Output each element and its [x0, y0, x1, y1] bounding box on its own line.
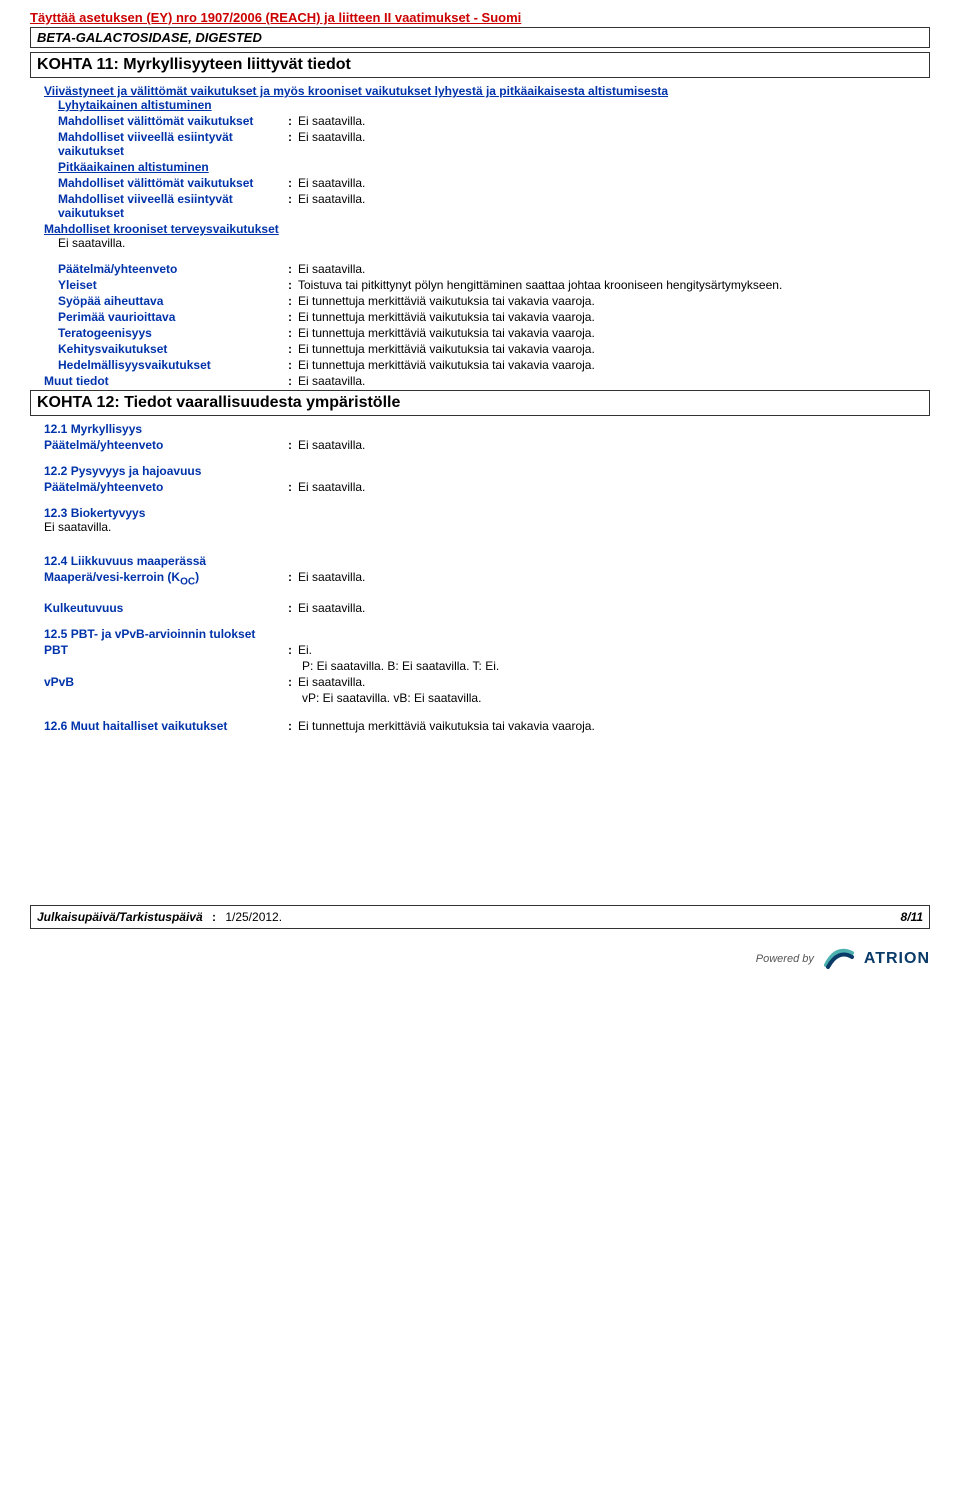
- s12-4-koc-value: Ei saatavilla.: [298, 570, 365, 584]
- general-label: Yleiset: [58, 278, 288, 292]
- teratogenic-value: Ei tunnettuja merkittäviä vaikutuksia ta…: [298, 326, 595, 340]
- s12-5-vpvb-value: Ei saatavilla.: [298, 675, 365, 689]
- delayed-immediate-heading: Viivästyneet ja välittömät vaikutukset j…: [30, 84, 930, 98]
- lt-immediate-value: Ei saatavilla.: [298, 176, 365, 190]
- powered-by-text: Powered by: [756, 953, 814, 965]
- footer-logo: Powered by ATRION: [30, 943, 930, 974]
- row-st-delayed: Mahdolliset viiveellä esiintyvät vaikutu…: [30, 130, 930, 158]
- row-s12-5-pbt-detail: P: Ei saatavilla. B: Ei saatavilla. T: E…: [30, 659, 930, 673]
- developmental-label: Kehitysvaikutukset: [58, 342, 288, 356]
- st-delayed-value: Ei saatavilla.: [298, 130, 365, 144]
- long-term-heading: Pitkäaikainen altistuminen: [30, 160, 930, 174]
- footer-date-label: Julkaisupäivä/Tarkistuspäivä: [37, 910, 203, 924]
- s12-2-conclusion-label: Päätelmä/yhteenveto: [44, 480, 288, 494]
- lt-delayed-label: Mahdolliset viiveellä esiintyvät vaikutu…: [58, 192, 288, 220]
- general-value: Toistuva tai pitkittynyt pölyn hengittäm…: [298, 278, 782, 292]
- s12-1-conclusion-value: Ei saatavilla.: [298, 438, 365, 452]
- s12-2-title: 12.2 Pysyvyys ja hajoavuus: [30, 464, 930, 478]
- row-s12-5-vpvb-detail: vP: Ei saatavilla. vB: Ei saatavilla.: [30, 691, 930, 705]
- row-st-immediate: Mahdolliset välittömät vaikutukset :Ei s…: [30, 114, 930, 128]
- footer-date-value: 1/25/2012.: [225, 910, 282, 924]
- row-teratogenic: Teratogeenisyys :Ei tunnettuja merkittäv…: [30, 326, 930, 340]
- row-mutagenic: Perimää vaurioittava :Ei tunnettuja merk…: [30, 310, 930, 324]
- st-delayed-label: Mahdolliset viiveellä esiintyvät vaikutu…: [58, 130, 288, 158]
- s12-5-vpvb-detail: vP: Ei saatavilla. vB: Ei saatavilla.: [288, 691, 930, 705]
- mutagenic-label: Perimää vaurioittava: [58, 310, 288, 324]
- lt-immediate-label: Mahdolliset välittömät vaikutukset: [58, 176, 288, 190]
- row-carcinogenic: Syöpää aiheuttava :Ei tunnettuja merkitt…: [30, 294, 930, 308]
- s12-1-conclusion-label: Päätelmä/yhteenveto: [44, 438, 288, 452]
- s12-4-mobility-label: Kulkeutuvuus: [44, 601, 288, 615]
- conclusion-value: Ei saatavilla.: [298, 262, 365, 276]
- st-immediate-label: Mahdolliset välittömät vaikutukset: [58, 114, 288, 128]
- section-11-title: KOHTA 11: Myrkyllisyyteen liittyvät tied…: [30, 52, 930, 78]
- teratogenic-label: Teratogeenisyys: [58, 326, 288, 340]
- s12-5-title: 12.5 PBT- ja vPvB-arvioinnin tulokset: [30, 627, 930, 641]
- s12-2-conclusion-value: Ei saatavilla.: [298, 480, 365, 494]
- regulation-header: Täyttää asetuksen (EY) nro 1907/2006 (RE…: [30, 10, 930, 25]
- developmental-value: Ei tunnettuja merkittäviä vaikutuksia ta…: [298, 342, 595, 356]
- short-term-heading: Lyhytaikainen altistuminen: [30, 98, 930, 112]
- row-other-info: Muut tiedot :Ei saatavilla.: [30, 374, 930, 388]
- s12-1-title: 12.1 Myrkyllisyys: [30, 422, 930, 436]
- row-s12-1-conclusion: Päätelmä/yhteenveto :Ei saatavilla.: [30, 438, 930, 452]
- row-fertility: Hedelmällisyysvaikutukset :Ei tunnettuja…: [30, 358, 930, 372]
- atrion-logo-icon: [822, 943, 856, 974]
- s12-4-title: 12.4 Liikkuvuus maaperässä: [30, 554, 930, 568]
- s12-5-pbt-label: PBT: [44, 643, 288, 657]
- s12-4-koc-label: Maaperä/vesi-kerroin (KOC): [44, 570, 288, 587]
- section-12-title: KOHTA 12: Tiedot vaarallisuudesta ympäri…: [30, 390, 930, 416]
- other-info-value: Ei saatavilla.: [298, 374, 365, 388]
- mutagenic-value: Ei tunnettuja merkittäviä vaikutuksia ta…: [298, 310, 595, 324]
- carcinogenic-value: Ei tunnettuja merkittäviä vaikutuksia ta…: [298, 294, 595, 308]
- atrion-brand-text: ATRION: [864, 950, 930, 968]
- conclusion-label: Päätelmä/yhteenveto: [58, 262, 288, 276]
- row-s12-4-mobility: Kulkeutuvuus :Ei saatavilla.: [30, 601, 930, 615]
- row-s12-5-vpvb: vPvB :Ei saatavilla.: [30, 675, 930, 689]
- row-general: Yleiset :Toistuva tai pitkittynyt pölyn …: [30, 278, 930, 292]
- s12-6-value: Ei tunnettuja merkittäviä vaikutuksia ta…: [298, 719, 595, 733]
- row-developmental: Kehitysvaikutukset :Ei tunnettuja merkit…: [30, 342, 930, 356]
- chronic-na: Ei saatavilla.: [30, 236, 930, 250]
- s12-4-mobility-value: Ei saatavilla.: [298, 601, 365, 615]
- row-lt-delayed: Mahdolliset viiveellä esiintyvät vaikutu…: [30, 192, 930, 220]
- s12-5-pbt-detail: P: Ei saatavilla. B: Ei saatavilla. T: E…: [288, 659, 930, 673]
- row-conclusion: Päätelmä/yhteenveto :Ei saatavilla.: [30, 262, 930, 276]
- fertility-label: Hedelmällisyysvaikutukset: [58, 358, 288, 372]
- s12-5-pbt-value: Ei.: [298, 643, 312, 657]
- row-s12-4-koc: Maaperä/vesi-kerroin (KOC) :Ei saatavill…: [30, 570, 930, 587]
- carcinogenic-label: Syöpää aiheuttava: [58, 294, 288, 308]
- other-info-label: Muut tiedot: [44, 374, 288, 388]
- footer-bar: Julkaisupäivä/Tarkistuspäivä : 1/25/2012…: [30, 905, 930, 929]
- s12-3-title: 12.3 Biokertyvyys: [30, 506, 930, 520]
- row-lt-immediate: Mahdolliset välittömät vaikutukset :Ei s…: [30, 176, 930, 190]
- row-s12-5-pbt: PBT :Ei.: [30, 643, 930, 657]
- footer-page-number: 8/11: [901, 910, 923, 924]
- st-immediate-value: Ei saatavilla.: [298, 114, 365, 128]
- lt-delayed-value: Ei saatavilla.: [298, 192, 365, 206]
- product-name-box: BETA-GALACTOSIDASE, DIGESTED: [30, 27, 930, 48]
- chronic-heading: Mahdolliset krooniset terveysvaikutukset: [30, 222, 930, 236]
- row-s12-2-conclusion: Päätelmä/yhteenveto :Ei saatavilla.: [30, 480, 930, 494]
- s12-3-na: Ei saatavilla.: [30, 520, 930, 534]
- s12-6-label: 12.6 Muut haitalliset vaikutukset: [44, 719, 288, 733]
- s12-5-vpvb-label: vPvB: [44, 675, 288, 689]
- fertility-value: Ei tunnettuja merkittäviä vaikutuksia ta…: [298, 358, 595, 372]
- row-s12-6: 12.6 Muut haitalliset vaikutukset :Ei tu…: [30, 719, 930, 733]
